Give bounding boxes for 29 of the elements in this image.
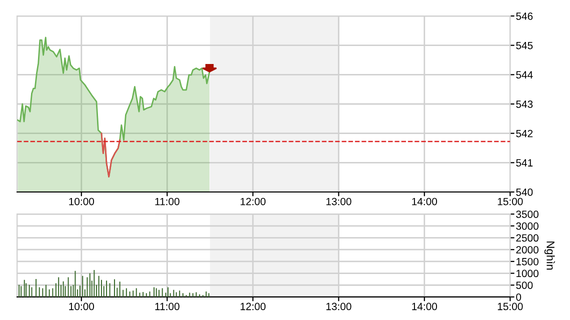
y-tick-label: 2500 — [516, 234, 538, 242]
y-tick-label: 545 — [516, 42, 533, 50]
y-tick-label: 1000 — [516, 270, 538, 278]
x-tick-label: 10:00 — [69, 302, 94, 310]
y-tick-label: 3000 — [516, 222, 538, 230]
y-tick-label: 542 — [516, 130, 533, 138]
x-tick-label: 12:00 — [240, 198, 266, 206]
x-tick-label: 11:00 — [155, 302, 180, 310]
y-tick-label: 3500 — [516, 210, 538, 218]
x-tick-label: 12:00 — [240, 302, 266, 310]
y-tick-label: 540 — [516, 188, 533, 196]
x-tick-label: 15:00 — [498, 302, 523, 310]
x-tick-label: 10:00 — [69, 198, 94, 206]
x-tick-label: 14:00 — [412, 198, 438, 206]
y-tick-label: 543 — [516, 100, 533, 108]
y-tick-label: 2000 — [516, 246, 538, 254]
y-axis-title: Nghìn — [544, 242, 555, 270]
x-tick-label: 13:00 — [326, 302, 352, 310]
y-tick-label: 500 — [516, 282, 533, 289]
x-tick-label: 13:00 — [326, 198, 352, 206]
x-tick-label: 15:00 — [498, 198, 523, 206]
y-tick-label: 546 — [516, 12, 533, 20]
line-series — [100, 132, 121, 178]
y-tick-label: 1500 — [516, 258, 538, 266]
y-tick-label: 0 — [516, 293, 522, 301]
y-tick-label: 541 — [516, 159, 533, 167]
x-tick-label: 14:00 — [412, 302, 438, 310]
y-tick-label: 544 — [516, 71, 533, 79]
x-tick-label: 11:00 — [155, 198, 180, 206]
